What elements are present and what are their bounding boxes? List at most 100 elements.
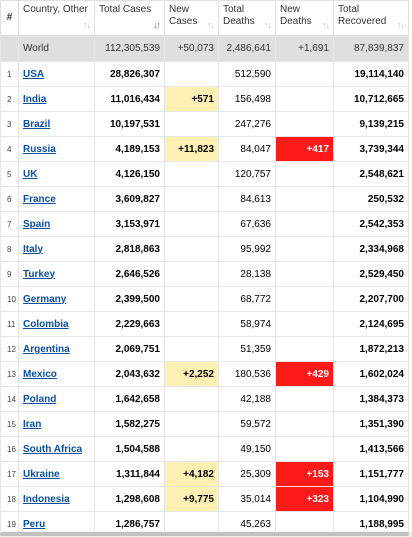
new-deaths-cell	[275, 436, 334, 462]
world-index-cell	[0, 35, 19, 62]
new-deaths-cell	[275, 61, 334, 87]
new-cases-cell: +571	[164, 86, 219, 112]
country-link[interactable]: Russia	[23, 143, 56, 155]
table-header-row: # Country, Other ↑↓ Total Cases ↓↑ New Cas…	[0, 0, 409, 36]
world-total-cases-cell: 112,305,539	[94, 35, 165, 62]
country-link[interactable]: Germany	[23, 293, 67, 305]
row-index-cell: 7	[0, 211, 19, 237]
country-link[interactable]: Brazil	[23, 118, 51, 130]
header-country[interactable]: Country, Other ↑↓	[18, 0, 95, 36]
new-cases-cell: +4,182	[164, 461, 219, 487]
new-deaths-cell	[275, 86, 334, 112]
country-link[interactable]: South Africa	[23, 443, 83, 455]
scrollbar-thumb[interactable]	[0, 532, 409, 536]
row-index-cell: 8	[0, 236, 19, 262]
country-link[interactable]: USA	[23, 68, 45, 80]
sort-arrows-icon[interactable]: ↑↓	[83, 20, 91, 30]
country-link[interactable]: Peru	[23, 518, 46, 530]
header-total-cases-label: Total Cases	[99, 4, 152, 15]
country-link[interactable]: Poland	[23, 393, 57, 405]
header-new-deaths[interactable]: New Deaths ↑↓	[275, 0, 334, 36]
sort-arrows-icon[interactable]: ↑↓	[322, 20, 330, 30]
total-recovered-cell: 1,384,373	[333, 386, 409, 412]
total-recovered-cell: 19,114,140	[333, 61, 409, 87]
total-recovered-cell: 1,104,990	[333, 486, 409, 512]
horizontal-scrollbar[interactable]	[0, 531, 412, 537]
table-row: 10 Germany 2,399,500 68,772 2,207,700	[0, 286, 409, 312]
row-index-cell: 16	[0, 436, 19, 462]
row-index-cell: 15	[0, 411, 19, 437]
country-link[interactable]: Italy	[23, 243, 44, 255]
new-cases-cell	[164, 411, 219, 437]
country-link[interactable]: Ukraine	[23, 468, 60, 480]
country-cell: Indonesia	[18, 486, 95, 512]
country-link[interactable]: UK	[23, 168, 38, 180]
header-total-recovered[interactable]: Total Recovered ↑↓	[333, 0, 409, 36]
country-link[interactable]: Colombia	[23, 318, 69, 330]
country-cell: Germany	[18, 286, 95, 312]
row-index-cell: 14	[0, 386, 19, 412]
table-row: 5 UK 4,126,150 120,757 2,548,621	[0, 161, 409, 187]
new-cases-cell	[164, 61, 219, 87]
total-deaths-cell: 68,772	[218, 286, 276, 312]
new-deaths-cell	[275, 161, 334, 187]
country-link[interactable]: Indonesia	[23, 493, 70, 505]
header-new-deaths-label: New Deaths	[280, 4, 312, 27]
new-deaths-cell	[275, 411, 334, 437]
new-deaths-cell: +323	[275, 486, 334, 512]
total-deaths-cell: 28,138	[218, 261, 276, 287]
sort-arrows-icon[interactable]: ↑↓	[264, 20, 272, 30]
new-cases-cell	[164, 186, 219, 212]
row-index-cell: 9	[0, 261, 19, 287]
row-index-cell: 1	[0, 61, 19, 87]
country-cell: Colombia	[18, 311, 95, 337]
country-cell: Ukraine	[18, 461, 95, 487]
total-recovered-cell: 2,548,621	[333, 161, 409, 187]
new-cases-cell	[164, 111, 219, 137]
header-index[interactable]: #	[0, 0, 19, 36]
world-total-recovered-cell: 87,839,837	[333, 35, 409, 62]
sort-arrows-icon[interactable]: ↑↓	[207, 20, 215, 30]
total-recovered-cell: 1,602,024	[333, 361, 409, 387]
row-index-cell: 4	[0, 136, 19, 162]
sort-arrows-icon[interactable]: ↑↓	[397, 20, 405, 30]
country-link[interactable]: Turkey	[23, 268, 56, 280]
total-deaths-cell: 67,636	[218, 211, 276, 237]
country-link[interactable]: Iran	[23, 418, 42, 430]
new-cases-cell: +2,252	[164, 361, 219, 387]
new-cases-cell	[164, 311, 219, 337]
row-index-cell: 17	[0, 461, 19, 487]
header-new-cases[interactable]: New Cases ↑↓	[164, 0, 219, 36]
total-deaths-cell: 25,309	[218, 461, 276, 487]
country-cell: Turkey	[18, 261, 95, 287]
total-cases-cell: 2,818,863	[94, 236, 165, 262]
row-index-cell: 18	[0, 486, 19, 512]
table-row: 7 Spain 3,153,971 67,636 2,542,353	[0, 211, 409, 237]
header-total-deaths[interactable]: Total Deaths ↑↓	[218, 0, 276, 36]
total-cases-cell: 4,126,150	[94, 161, 165, 187]
country-cell: Mexico	[18, 361, 95, 387]
world-new-deaths-cell: +1,691	[275, 35, 334, 62]
total-deaths-cell: 42,188	[218, 386, 276, 412]
table-row: 18 Indonesia 1,298,608 +9,775 35,014 +323 1,10…	[0, 486, 409, 512]
sort-descending-icon[interactable]: ↓↑	[153, 20, 161, 30]
total-recovered-cell: 250,532	[333, 186, 409, 212]
world-total-row: World 112,305,539 +50,073 2,486,641 +1,6…	[0, 35, 409, 62]
country-cell: USA	[18, 61, 95, 87]
total-recovered-cell: 1,351,390	[333, 411, 409, 437]
table-row: 13 Mexico 2,043,632 +2,252 180,536 +429 1,602,…	[0, 361, 409, 387]
new-deaths-cell	[275, 336, 334, 362]
total-deaths-cell: 512,590	[218, 61, 276, 87]
country-link[interactable]: Mexico	[23, 368, 57, 380]
world-country-cell: World	[18, 35, 95, 62]
header-total-cases[interactable]: Total Cases ↓↑	[94, 0, 165, 36]
country-link[interactable]: Argentina	[23, 343, 70, 355]
country-link[interactable]: France	[23, 193, 56, 205]
country-link[interactable]: India	[23, 93, 47, 105]
country-link[interactable]: Spain	[23, 218, 51, 230]
new-cases-cell	[164, 236, 219, 262]
total-deaths-cell: 35,014	[218, 486, 276, 512]
total-cases-cell: 2,399,500	[94, 286, 165, 312]
world-total-deaths-cell: 2,486,641	[218, 35, 276, 62]
